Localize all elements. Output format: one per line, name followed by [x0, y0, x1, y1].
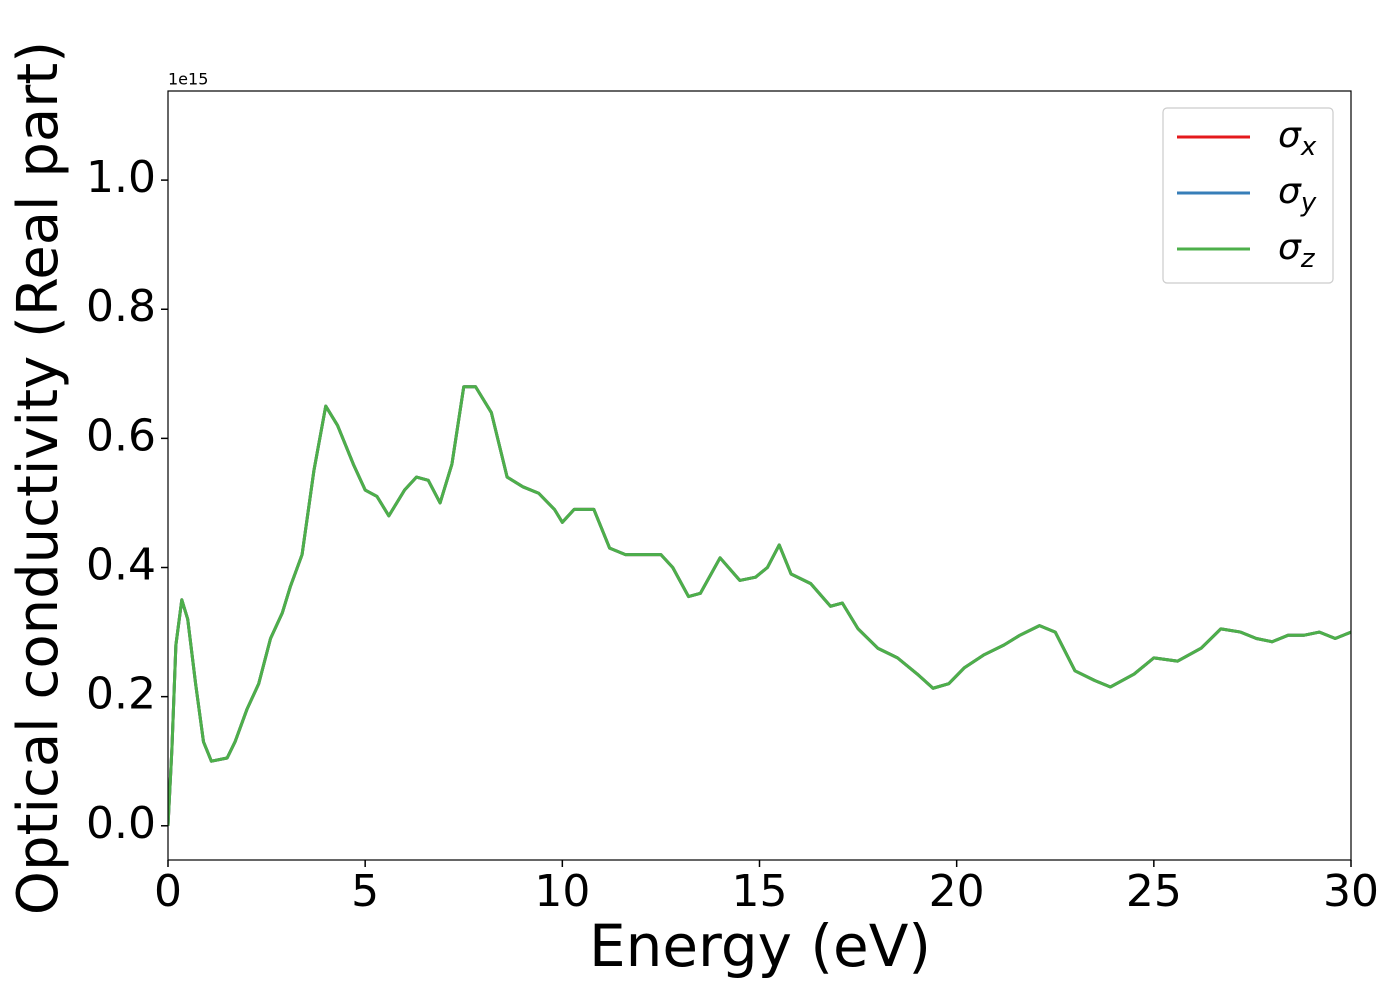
data-line [168, 385, 1351, 826]
y-tick-label: 0.0 [86, 798, 156, 849]
x-tick-label: 0 [154, 866, 182, 917]
x-axis-label: Energy (eV) [589, 912, 931, 980]
x-tick-label: 20 [929, 866, 985, 917]
y-tick-label: 0.6 [86, 410, 156, 461]
y-tick-label: 0.2 [86, 669, 156, 720]
x-tick-label: 15 [732, 866, 788, 917]
legend-label: σz [1278, 227, 1316, 274]
y-tick-label: 1.0 [86, 152, 156, 203]
x-tick-label: 5 [351, 866, 379, 917]
data-line [168, 385, 1351, 826]
legend-label: σy [1278, 171, 1317, 218]
x-tick-label: 30 [1323, 866, 1379, 917]
legend-box [1162, 107, 1334, 284]
x-tick-label: 10 [534, 866, 590, 917]
data-line [168, 385, 1351, 826]
y-tick-label: 0.8 [86, 281, 156, 332]
y-offset-label: 1e15 [168, 70, 208, 89]
x-tick-label: 25 [1126, 866, 1182, 917]
y-axis-label: Optical conductivity (Real part) [6, 41, 71, 915]
legend-label: σx [1278, 115, 1317, 162]
y-tick-label: 0.4 [86, 540, 156, 591]
plot-frame [167, 90, 1352, 861]
